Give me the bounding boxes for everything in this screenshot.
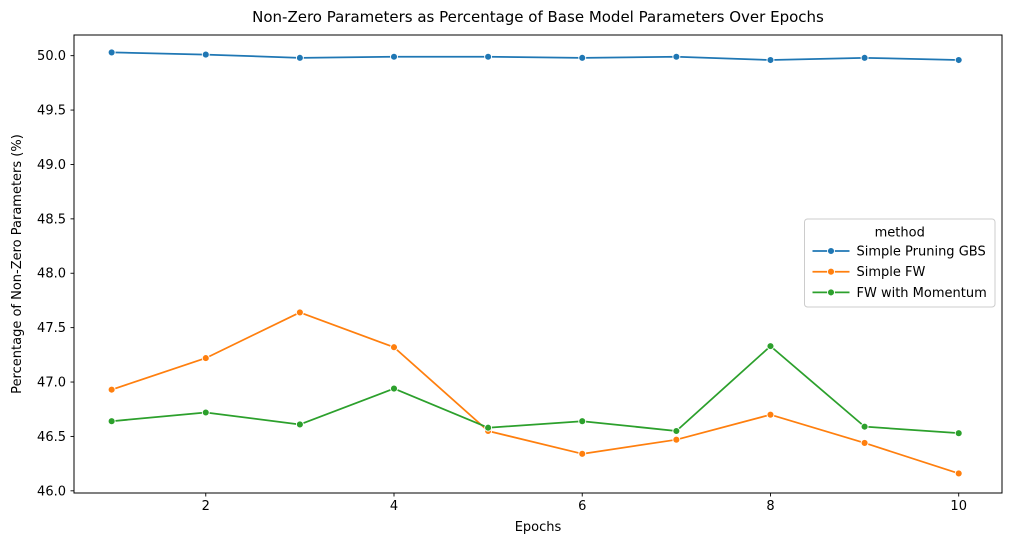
data-point-simple-pruning-gbs [954,56,963,64]
y-tick-label: 46.5 [37,430,66,445]
legend-entry-label: Simple FW [857,265,926,280]
data-point-simple-fw [860,439,869,447]
x-axis-label: Epochs [515,520,562,535]
y-tick-label: 48.0 [37,267,66,282]
y-tick-label: 48.5 [37,212,66,227]
data-point-fw-with-momentum [578,417,587,426]
y-tick-label: 47.5 [37,321,66,336]
data-point-fw-with-momentum [295,420,304,429]
data-point-simple-fw [578,449,587,458]
data-point-simple-fw [954,469,963,478]
data-point-simple-pruning-gbs [672,52,681,61]
data-point-fw-with-momentum [860,422,869,431]
data-point-fw-with-momentum [201,408,210,417]
axis-ticks: 2 4 6 8 10 46.0 46.5 47.0 47.5 48.0 48.5 49.0 49.5 50… [37,49,967,514]
data-point-simple-pruning-gbs [390,52,398,61]
x-tick-label: 2 [202,499,210,514]
data-point-fw-with-momentum [766,342,775,351]
x-tick-label: 8 [766,499,774,514]
x-tick-label: 10 [950,499,967,514]
y-tick-label: 50.0 [37,49,66,64]
legend-title: method [875,226,925,241]
data-point-simple-pruning-gbs [201,50,210,59]
data-point-fw-with-momentum [484,423,493,432]
data-point-fw-with-momentum [954,429,963,438]
x-tick-label: 4 [390,499,398,514]
data-point-simple-fw [295,308,304,317]
data-point-fw-with-momentum [672,427,681,435]
y-tick-label: 47.0 [37,376,66,391]
data-point-simple-fw [390,343,398,352]
legend-item-simple-pruning-gbs: Simple Pruning GBS [812,245,986,260]
data-point-simple-pruning-gbs [484,52,493,61]
legend-marker [827,288,835,297]
data-point-simple-fw [672,435,681,444]
data-point-simple-fw [766,410,775,419]
x-tick-label: 6 [578,499,586,514]
y-tick-label: 49.0 [37,158,66,173]
data-point-simple-pruning-gbs [766,56,775,64]
series-line-simple-pruning-gbs [110,51,960,61]
series-line-fw-with-momentum [110,345,960,435]
data-point-simple-fw [201,354,210,363]
data-point-simple-pruning-gbs [860,53,869,62]
data-point-fw-with-momentum [390,384,398,393]
data-point-simple-pruning-gbs [107,48,116,57]
data-series [107,48,963,478]
y-tick-label: 46.0 [37,484,66,499]
legend-entry-label: Simple Pruning GBS [857,245,986,260]
y-tick-label: 49.5 [37,104,66,119]
legend-marker [827,247,835,255]
data-point-simple-pruning-gbs [295,53,304,62]
legend-item-fw-with-momentum: FW with Momentum [812,286,987,301]
legend-item-simple-fw: Simple FW [812,265,926,280]
series-line-simple-fw [110,311,960,475]
legend: method Simple Pruning GBS Simple FW FW with… [804,218,996,308]
data-point-simple-pruning-gbs [578,53,587,62]
chart-title: Non-Zero Parameters as Percentage of Bas… [252,8,824,26]
data-point-simple-fw [107,385,116,394]
y-axis-label: Percentage of Non-Zero Parameters (%) [10,134,25,394]
plot-border [73,34,1003,494]
legend-entry-label: FW with Momentum [857,286,987,301]
data-point-fw-with-momentum [107,417,116,426]
legend-box [804,218,996,308]
legend-marker [827,267,835,276]
